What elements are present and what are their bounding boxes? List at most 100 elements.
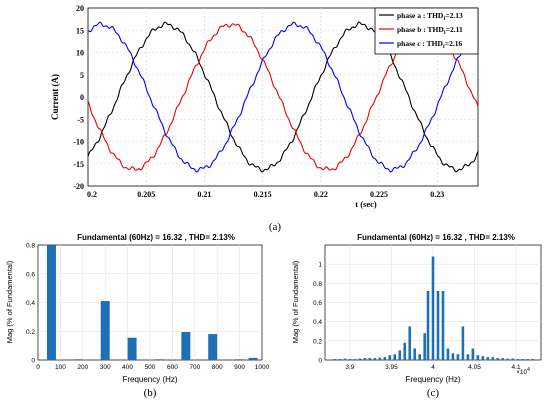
x-tick-label: 0.215 bbox=[254, 190, 272, 199]
y-axis-label: Mag (% of Fundamental) bbox=[5, 260, 14, 343]
x-tick-label: 4.1 bbox=[512, 364, 521, 371]
x-tick-label: 700 bbox=[189, 364, 200, 371]
legend-series-name: phase b : THD bbox=[397, 25, 444, 34]
switching-spectrum-chart: Fundamental (60Hz) = 16.32 , THD= 2.13% … bbox=[291, 233, 542, 399]
harmonic-bar bbox=[348, 359, 352, 360]
y-tick-label: 0 bbox=[318, 358, 322, 365]
harmonic-bar bbox=[471, 348, 475, 360]
harmonic-bar bbox=[431, 256, 435, 360]
harmonic-bar bbox=[461, 326, 465, 360]
harmonic-bar bbox=[368, 358, 372, 360]
x-tick-label: 0.21 bbox=[197, 190, 211, 199]
series-line-c bbox=[87, 21, 479, 173]
harmonic-bar bbox=[343, 358, 347, 360]
harmonic-bar bbox=[506, 358, 510, 360]
harmonic-bar bbox=[235, 359, 245, 360]
legend-label: phase a : THDI=2.13 bbox=[397, 11, 463, 22]
harmonic-bar bbox=[383, 357, 387, 360]
harmonic-bar bbox=[100, 301, 110, 360]
x-tick-label: 4.05 bbox=[468, 364, 481, 371]
harmonic-bar bbox=[398, 350, 402, 360]
x-tick-label: 0.225 bbox=[370, 190, 388, 199]
x-tick-label: 300 bbox=[100, 364, 111, 371]
harmonic-bar bbox=[408, 326, 412, 360]
x-tick-label: 900 bbox=[234, 364, 245, 371]
harmonic-bar bbox=[516, 359, 520, 360]
legend-thd-value: =2.13 bbox=[445, 11, 463, 20]
harmonic-bar bbox=[413, 348, 417, 360]
legend-thd-subscript: I bbox=[444, 31, 446, 36]
harmonic-bar bbox=[481, 356, 485, 360]
harmonic-bar bbox=[451, 353, 455, 360]
x-tick-label: 0 bbox=[36, 364, 40, 371]
panel-caption: (b) bbox=[144, 387, 157, 399]
panel-caption: (a) bbox=[269, 221, 282, 233]
axis-multiplier-exponent: 4 bbox=[527, 367, 530, 373]
y-axis-label: Mag (% of Fundamental) bbox=[291, 260, 300, 343]
legend-box bbox=[374, 7, 479, 55]
x-tick-label: 0.22 bbox=[314, 190, 328, 199]
harmonic-bar bbox=[456, 354, 460, 360]
x-tick-label: 4 bbox=[431, 364, 435, 371]
series-line-a bbox=[87, 21, 479, 173]
panel-caption: (c) bbox=[427, 387, 440, 399]
x-tick-label: 0.2 bbox=[87, 190, 97, 199]
legend-thd-value: =2.16 bbox=[445, 39, 463, 48]
x-tick-label: 500 bbox=[145, 364, 156, 371]
axis-multiplier: ×104 bbox=[516, 367, 530, 376]
y-tick-label: 0.4 bbox=[26, 300, 35, 307]
harmonic-bar bbox=[338, 359, 342, 360]
harmonic-bar bbox=[501, 358, 505, 360]
legend-thd-value: =2.11 bbox=[446, 25, 463, 34]
x-axis-label: t (sec) bbox=[355, 199, 377, 209]
y-tick-label: 5 bbox=[80, 71, 84, 80]
y-tick-label: 20 bbox=[76, 4, 84, 13]
y-axis-label: Current (A) bbox=[50, 74, 60, 120]
harmonic-bar bbox=[358, 358, 362, 360]
harmonic-bar bbox=[486, 357, 490, 360]
harmonic-bar bbox=[333, 359, 337, 360]
harmonic-bar bbox=[353, 359, 357, 360]
legend-series-name: phase a : THD bbox=[397, 11, 444, 20]
harmonic-bar bbox=[73, 359, 83, 360]
harmonic-bar bbox=[436, 291, 440, 360]
harmonic-bar bbox=[426, 291, 430, 360]
harmonic-bar bbox=[526, 359, 530, 360]
x-tick-label: 100 bbox=[55, 364, 66, 371]
y-tick-label: 15 bbox=[76, 26, 84, 35]
harmonic-bar bbox=[393, 354, 397, 360]
x-axis-label: Frequency (Hz) bbox=[405, 375, 460, 384]
x-tick-label: 3.95 bbox=[385, 364, 398, 371]
legend-thd-subscript: I bbox=[443, 45, 445, 50]
harmonic-bar bbox=[466, 354, 470, 360]
x-tick-label: 600 bbox=[167, 364, 178, 371]
x-tick-label: 3.9 bbox=[345, 364, 354, 371]
harmonic-bar bbox=[418, 354, 422, 360]
harmonic-bar bbox=[423, 333, 426, 360]
y-tick-label: -10 bbox=[73, 138, 84, 147]
x-tick-label: 0.23 bbox=[430, 190, 444, 199]
chart-title: Fundamental (60Hz) = 16.32 , THD= 2.13% bbox=[357, 233, 515, 242]
x-tick-label: 1000 bbox=[255, 364, 270, 371]
x-axis-label: Frequency (Hz) bbox=[122, 375, 177, 384]
y-tick-label: 0.8 bbox=[26, 243, 35, 250]
harmonic-bar bbox=[248, 357, 258, 360]
y-tick-label: 0.2 bbox=[26, 329, 35, 336]
legend-thd-subscript: I bbox=[443, 17, 445, 22]
harmonic-bar bbox=[378, 357, 382, 360]
legend-series-name: phase c : THD bbox=[397, 39, 443, 48]
harmonic-spectrum-chart: Fundamental (60Hz) = 16.32 , THD= 2.13% … bbox=[5, 233, 270, 399]
y-tick-label: 0.8 bbox=[313, 281, 322, 288]
legend-label: phase b : THDI=2.11 bbox=[397, 25, 463, 36]
harmonic-bar bbox=[441, 291, 445, 360]
legend-label: phase c : THDI=2.16 bbox=[397, 39, 463, 50]
x-tick-label: 400 bbox=[122, 364, 133, 371]
harmonic-bar bbox=[521, 359, 525, 360]
y-tick-label: 0.6 bbox=[313, 300, 322, 307]
y-tick-label: 10 bbox=[76, 49, 84, 58]
y-tick-label: 0 bbox=[31, 358, 35, 365]
harmonic-bar bbox=[46, 245, 56, 360]
x-tick-label: 0.205 bbox=[137, 190, 155, 199]
y-tick-label: 0.4 bbox=[313, 319, 322, 326]
harmonic-bar bbox=[154, 359, 164, 360]
